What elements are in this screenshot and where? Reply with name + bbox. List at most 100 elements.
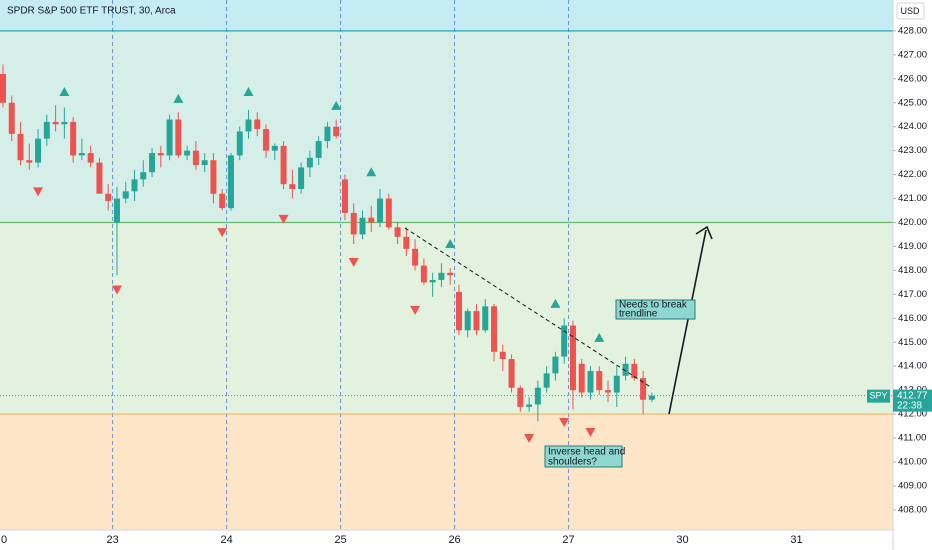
y-tick-label: 412.00 <box>898 409 927 420</box>
candle-body <box>236 131 243 156</box>
signal-up <box>366 167 377 177</box>
candle-body <box>499 351 506 360</box>
candle-body <box>96 162 103 194</box>
currency-box[interactable] <box>896 2 925 20</box>
symbol-box <box>867 389 890 403</box>
y-tick-label: 427.00 <box>898 49 927 60</box>
annotation: Needs to break <box>619 300 688 311</box>
candle-body <box>35 138 42 163</box>
x-tick-label: 25 <box>334 534 346 546</box>
candle-body <box>43 121 50 139</box>
candle-body <box>17 133 24 161</box>
candle-body <box>385 198 392 228</box>
candle-body <box>70 121 77 156</box>
candle-body <box>464 311 471 331</box>
candle-body <box>289 184 296 189</box>
signal-down <box>217 228 228 238</box>
candle-body <box>219 193 226 209</box>
y-tick-label: 408.00 <box>898 504 927 515</box>
candle-body <box>622 363 629 376</box>
axis-labels: 0 23 24 25 26 27 30 31 408.00 409.00 410.00 411.00 4… <box>1 25 932 546</box>
candle-body <box>201 160 208 166</box>
candle-body <box>341 179 348 213</box>
candle-body <box>122 191 129 199</box>
countdown: 22:38 <box>897 400 922 411</box>
chart-title: SPDR S&P 500 ETF TRUST, 30, Arca <box>7 6 176 17</box>
price-zone <box>0 30 893 223</box>
candle-body <box>491 306 498 352</box>
plot-area <box>0 0 893 530</box>
signal-up <box>445 239 456 249</box>
candle-body <box>394 227 401 237</box>
signal-up <box>243 86 254 96</box>
annotation-box <box>544 445 623 468</box>
candle-body <box>315 141 322 158</box>
candle-body <box>605 390 612 393</box>
candle-body <box>149 153 156 173</box>
candle-body <box>8 102 15 134</box>
candle-body <box>192 150 199 166</box>
y-tick-label: 410.00 <box>898 456 927 467</box>
candle-body <box>52 121 59 125</box>
x-tick-label: 23 <box>106 534 118 546</box>
candle-body <box>227 155 234 209</box>
x-tick-label: 27 <box>562 534 574 546</box>
candle-body <box>78 153 85 156</box>
candle-body <box>561 325 568 357</box>
y-tick-label: 409.00 <box>898 480 927 491</box>
projection-arrow <box>668 229 707 415</box>
candle-body <box>578 363 585 393</box>
currency: USD <box>900 6 920 16</box>
y-tick-label: 422.00 <box>898 169 927 180</box>
candle-body <box>403 236 410 249</box>
candle-body <box>508 359 515 388</box>
y-tick-label: 417.00 <box>898 289 927 300</box>
candle-body <box>447 272 454 276</box>
x-tick-label: 30 <box>676 534 688 546</box>
candle-body <box>0 74 6 103</box>
signal-up <box>550 298 561 308</box>
candle-body <box>245 119 252 132</box>
candle-body <box>368 217 375 223</box>
y-tick-label: 423.00 <box>898 145 927 156</box>
candle-body <box>105 193 112 201</box>
y-tick-label: 415.00 <box>898 337 927 348</box>
y-tick-label: 421.00 <box>898 193 927 204</box>
candle-body <box>587 370 594 393</box>
candle-body <box>517 387 524 407</box>
trendline <box>404 227 653 389</box>
y-tick-label: 419.00 <box>898 241 927 252</box>
candle-body <box>648 395 655 400</box>
price-zone <box>0 414 893 530</box>
candle-body <box>157 153 164 156</box>
candle-body <box>271 145 278 151</box>
candle-body <box>263 129 270 151</box>
x-tick-label: 0 <box>1 534 7 546</box>
annotation: shoulders? <box>548 457 597 468</box>
candle-body <box>482 306 489 331</box>
candle-body <box>324 126 331 142</box>
candle-body <box>596 370 603 391</box>
candle-body <box>184 150 191 156</box>
candle-body <box>359 217 366 235</box>
candle-body <box>140 172 147 180</box>
candle-body <box>113 198 120 223</box>
signal-up <box>331 100 342 110</box>
candle-body <box>543 373 550 388</box>
y-tick-label: 416.00 <box>898 313 927 324</box>
signal-down <box>585 428 596 438</box>
candle-body <box>280 145 287 185</box>
annotation: trendline <box>619 309 658 320</box>
candle-body <box>640 378 647 400</box>
symbol: SPY <box>869 391 887 401</box>
price-axis <box>893 0 932 550</box>
signal-down <box>524 434 535 444</box>
candle-body <box>412 248 419 266</box>
candle-body <box>333 126 340 137</box>
y-tick-label: 424.00 <box>898 121 927 132</box>
y-tick-label: 418.00 <box>898 265 927 276</box>
candle-body <box>473 311 480 331</box>
time-axis <box>0 530 893 550</box>
candle-body <box>350 212 357 235</box>
